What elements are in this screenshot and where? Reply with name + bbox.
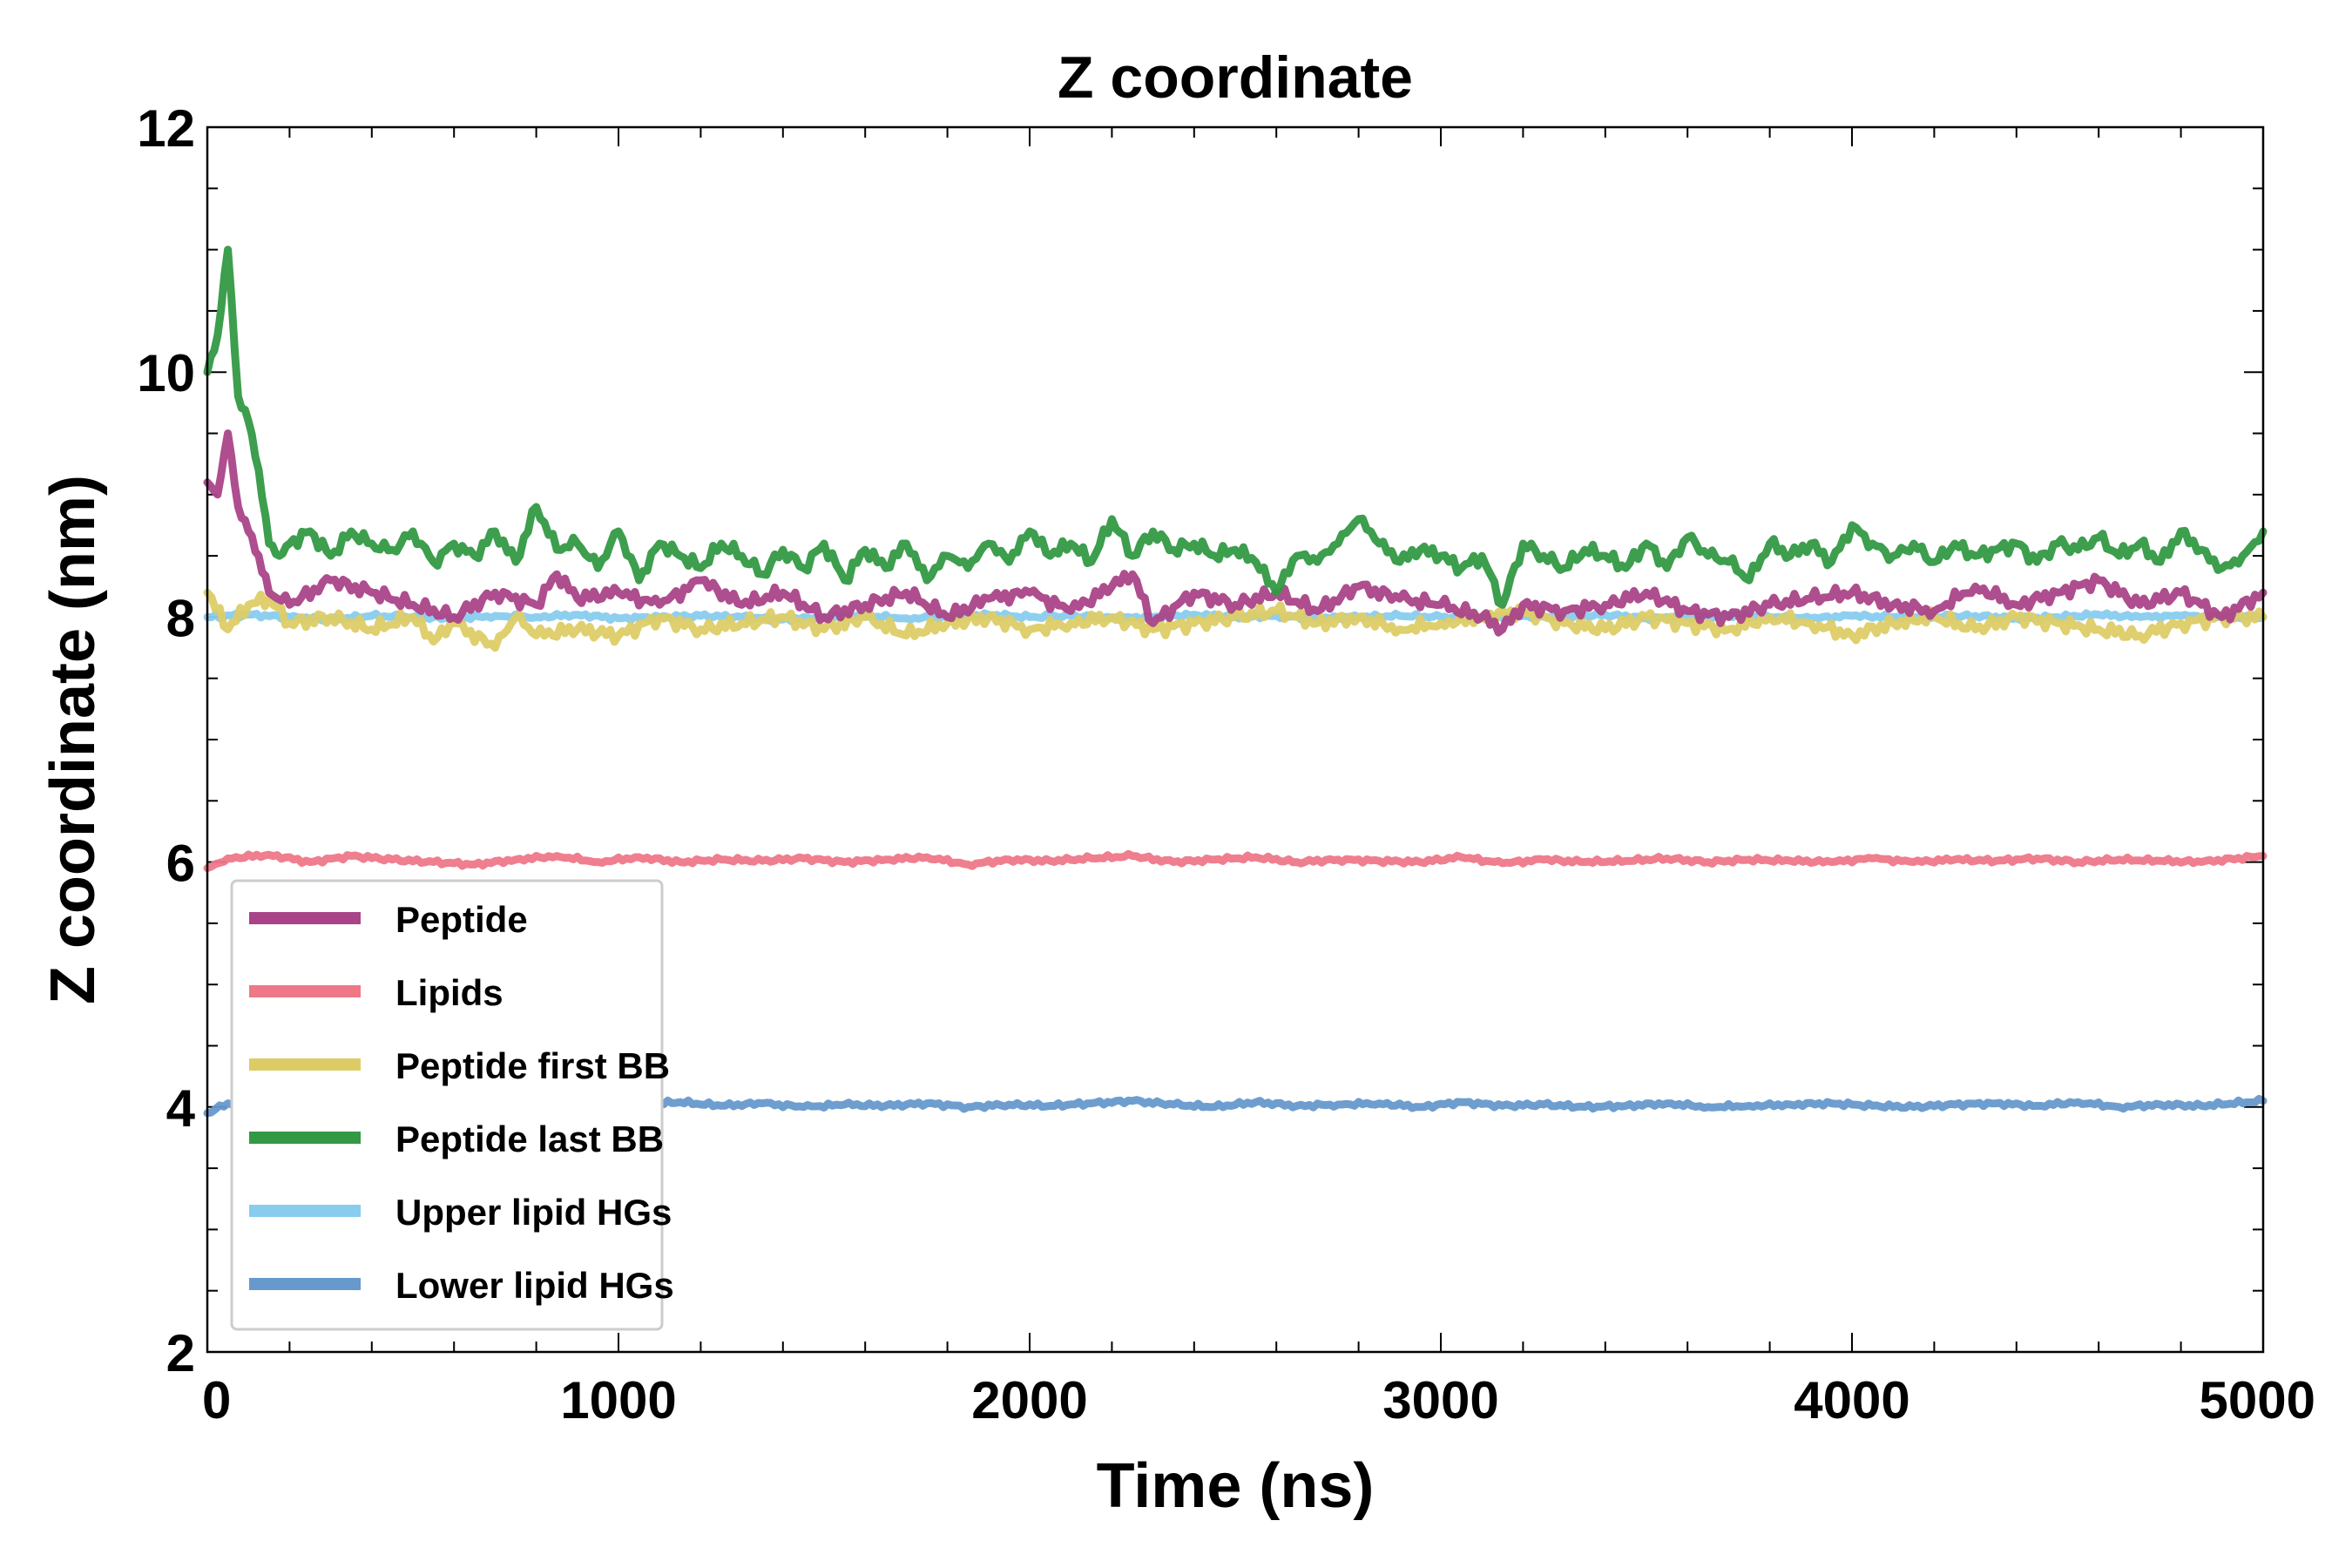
y-tick-label: 2 [166, 1324, 195, 1382]
x-tick-label: 5000 [2200, 1371, 2315, 1429]
legend-label-peptide: Peptide [395, 899, 528, 940]
chart-title: Z coordinate [1058, 44, 1413, 111]
x-tick-label: 2000 [971, 1371, 1087, 1429]
legend-label-lower-lipid-hgs: Lower lipid HGs [395, 1265, 674, 1306]
legend-label-peptide-first-bb: Peptide first BB [395, 1045, 670, 1086]
plot-frame [206, 125, 2265, 1354]
series-line-peptide [203, 429, 2268, 637]
axis-tick-labels: 0 1000 2000 3000 4000 5000 2 4 6 8 10 12 [137, 99, 2315, 1429]
legend: Peptide Lipids Peptide first BB Peptide las… [230, 879, 674, 1331]
y-tick-label: 12 [137, 99, 195, 158]
series-line-peptide-last-bb [203, 246, 2268, 609]
legend-label-upper-lipid-hgs: Upper lipid HGs [395, 1192, 672, 1233]
x-axis-label: Time (ns) [1097, 1451, 1375, 1521]
x-tick-label: 4000 [1794, 1371, 1909, 1429]
y-tick-label: 8 [166, 589, 195, 647]
x-tick-label: 3000 [1382, 1371, 1498, 1429]
x-tick-label: 1000 [560, 1371, 676, 1429]
legend-box [230, 879, 664, 1331]
y-tick-label: 4 [166, 1079, 196, 1138]
y-axis-label: Z coordinate (nm) [38, 475, 108, 1004]
y-tick-label: 10 [137, 344, 195, 402]
y-tick-label: 6 [166, 835, 195, 893]
legend-label-peptide-last-bb: Peptide last BB [395, 1119, 664, 1159]
x-tick-label: 0 [202, 1371, 231, 1429]
series-line-peptide-first-bb [203, 588, 2268, 652]
series-line-lipids [203, 849, 2268, 873]
legend-entries: Peptide Lipids Peptide first BB Peptide las… [249, 899, 674, 1306]
legend-label-lipids: Lipids [395, 972, 504, 1013]
series-lines [203, 246, 2268, 1118]
axis-ticks [206, 126, 2264, 1353]
